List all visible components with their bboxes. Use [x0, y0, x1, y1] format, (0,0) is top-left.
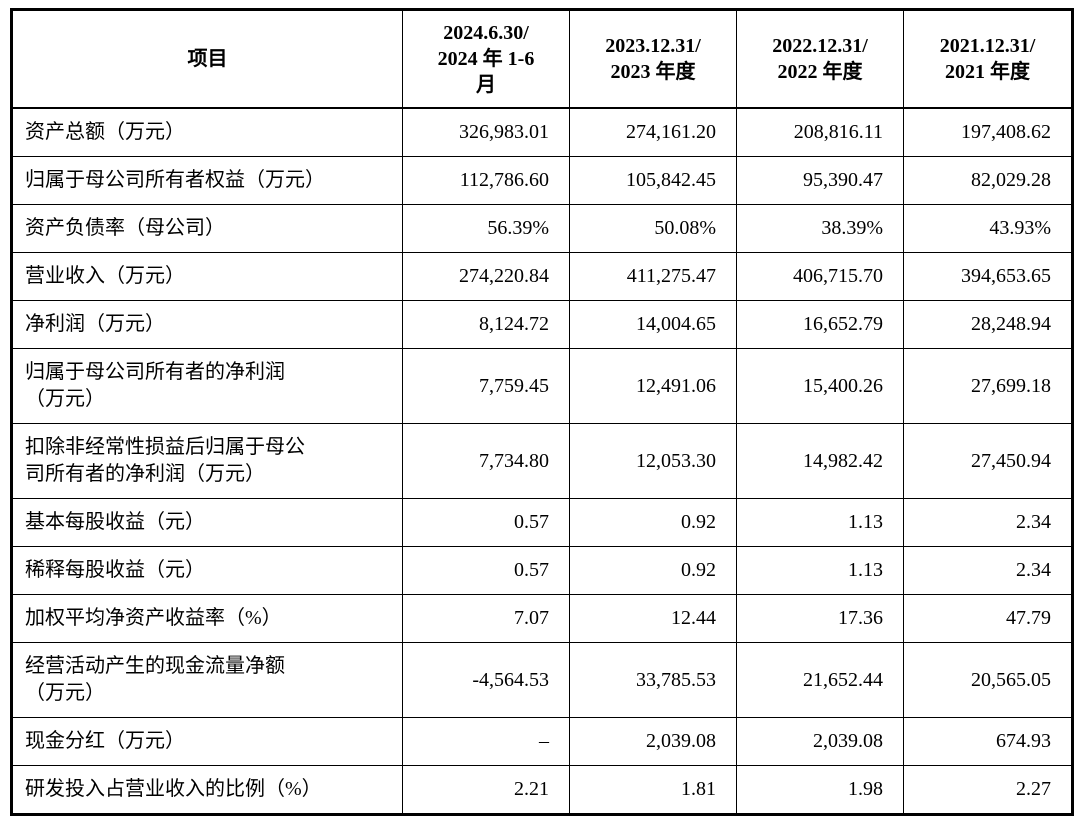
- table-row: 扣除非经常性损益后归属于母公 司所有者的净利润（万元） 7,734.80 12,05…: [11, 423, 1073, 499]
- value-cell: 12,491.06: [569, 348, 737, 424]
- column-header-period-2023: 2023.12.31/ 2023 年度: [569, 9, 737, 109]
- table-body: 资产总额（万元） 326,983.01 274,161.20 208,816.11 19…: [11, 107, 1073, 815]
- table-header-row: 项目 2024.6.30/ 2024 年 1-6 月 2023.12.31/ 2…: [11, 9, 1073, 109]
- value-cell: 12,053.30: [569, 423, 737, 499]
- value-cell: 274,220.84: [402, 252, 570, 301]
- row-label-cell: 资产总额（万元）: [11, 107, 403, 157]
- value-cell: 326,983.01: [402, 107, 570, 157]
- value-cell: 674.93: [903, 717, 1073, 766]
- table-row: 加权平均净资产收益率（%） 7.07 12.44 17.36 47.79: [11, 594, 1073, 643]
- value-cell: 411,275.47: [569, 252, 737, 301]
- financial-summary-table: 项目 2024.6.30/ 2024 年 1-6 月 2023.12.31/ 2…: [10, 8, 1074, 816]
- value-cell: –: [402, 717, 570, 766]
- value-cell: -4,564.53: [402, 642, 570, 718]
- value-cell: 2.27: [903, 765, 1073, 815]
- value-cell: 20,565.05: [903, 642, 1073, 718]
- value-cell: 274,161.20: [569, 107, 737, 157]
- row-label-cell: 归属于母公司所有者权益（万元）: [11, 156, 403, 205]
- row-label-cell: 净利润（万元）: [11, 300, 403, 349]
- value-cell: 56.39%: [402, 204, 570, 253]
- value-cell: 27,699.18: [903, 348, 1073, 424]
- value-cell: 47.79: [903, 594, 1073, 643]
- row-label-cell: 现金分红（万元）: [11, 717, 403, 766]
- value-cell: 38.39%: [736, 204, 904, 253]
- row-label-cell: 加权平均净资产收益率（%）: [11, 594, 403, 643]
- value-cell: 28,248.94: [903, 300, 1073, 349]
- table-row: 基本每股收益（元） 0.57 0.92 1.13 2.34: [11, 498, 1073, 547]
- value-cell: 2.34: [903, 498, 1073, 547]
- value-cell: 43.93%: [903, 204, 1073, 253]
- value-cell: 15,400.26: [736, 348, 904, 424]
- value-cell: 2.21: [402, 765, 570, 815]
- value-cell: 1.98: [736, 765, 904, 815]
- value-cell: 14,982.42: [736, 423, 904, 499]
- column-header-period-2021: 2021.12.31/ 2021 年度: [903, 9, 1073, 109]
- table-row: 营业收入（万元） 274,220.84 411,275.47 406,715.70 39…: [11, 252, 1073, 301]
- row-label-cell: 基本每股收益（元）: [11, 498, 403, 547]
- value-cell: 7.07: [402, 594, 570, 643]
- table-row: 归属于母公司所有者权益（万元） 112,786.60 105,842.45 95,39…: [11, 156, 1073, 205]
- value-cell: 50.08%: [569, 204, 737, 253]
- value-cell: 1.81: [569, 765, 737, 815]
- table-row: 稀释每股收益（元） 0.57 0.92 1.13 2.34: [11, 546, 1073, 595]
- value-cell: 82,029.28: [903, 156, 1073, 205]
- table-row: 归属于母公司所有者的净利润 （万元） 7,759.45 12,491.06 15,40…: [11, 348, 1073, 424]
- table-row: 资产总额（万元） 326,983.01 274,161.20 208,816.11 19…: [11, 107, 1073, 157]
- value-cell: 17.36: [736, 594, 904, 643]
- value-cell: 95,390.47: [736, 156, 904, 205]
- value-cell: 27,450.94: [903, 423, 1073, 499]
- value-cell: 33,785.53: [569, 642, 737, 718]
- value-cell: 21,652.44: [736, 642, 904, 718]
- value-cell: 14,004.65: [569, 300, 737, 349]
- value-cell: 7,759.45: [402, 348, 570, 424]
- value-cell: 2.34: [903, 546, 1073, 595]
- column-header-item: 项目: [11, 9, 403, 109]
- row-label-cell: 归属于母公司所有者的净利润 （万元）: [11, 348, 403, 424]
- value-cell: 112,786.60: [402, 156, 570, 205]
- value-cell: 105,842.45: [569, 156, 737, 205]
- value-cell: 1.13: [736, 546, 904, 595]
- table-row: 资产负债率（母公司） 56.39% 50.08% 38.39% 43.93%: [11, 204, 1073, 253]
- column-header-period-2022: 2022.12.31/ 2022 年度: [736, 9, 904, 109]
- value-cell: 197,408.62: [903, 107, 1073, 157]
- value-cell: 2,039.08: [569, 717, 737, 766]
- value-cell: 406,715.70: [736, 252, 904, 301]
- table-row: 研发投入占营业收入的比例（%） 2.21 1.81 1.98 2.27: [11, 765, 1073, 815]
- column-header-period-2024h1: 2024.6.30/ 2024 年 1-6 月: [402, 9, 570, 109]
- value-cell: 1.13: [736, 498, 904, 547]
- value-cell: 12.44: [569, 594, 737, 643]
- table-row: 净利润（万元） 8,124.72 14,004.65 16,652.79 28,248.…: [11, 300, 1073, 349]
- row-label-cell: 研发投入占营业收入的比例（%）: [11, 765, 403, 815]
- value-cell: 0.57: [402, 546, 570, 595]
- value-cell: 0.92: [569, 546, 737, 595]
- value-cell: 0.57: [402, 498, 570, 547]
- row-label-cell: 经营活动产生的现金流量净额 （万元）: [11, 642, 403, 718]
- value-cell: 0.92: [569, 498, 737, 547]
- value-cell: 7,734.80: [402, 423, 570, 499]
- value-cell: 2,039.08: [736, 717, 904, 766]
- table-row: 经营活动产生的现金流量净额 （万元） -4,564.53 33,785.53 21,6…: [11, 642, 1073, 718]
- value-cell: 8,124.72: [402, 300, 570, 349]
- row-label-cell: 营业收入（万元）: [11, 252, 403, 301]
- value-cell: 208,816.11: [736, 107, 904, 157]
- value-cell: 16,652.79: [736, 300, 904, 349]
- value-cell: 394,653.65: [903, 252, 1073, 301]
- row-label-cell: 稀释每股收益（元）: [11, 546, 403, 595]
- table-row: 现金分红（万元） –2,039.08 2,039.08 674.93: [11, 717, 1073, 766]
- row-label-cell: 扣除非经常性损益后归属于母公 司所有者的净利润（万元）: [11, 423, 403, 499]
- row-label-cell: 资产负债率（母公司）: [11, 204, 403, 253]
